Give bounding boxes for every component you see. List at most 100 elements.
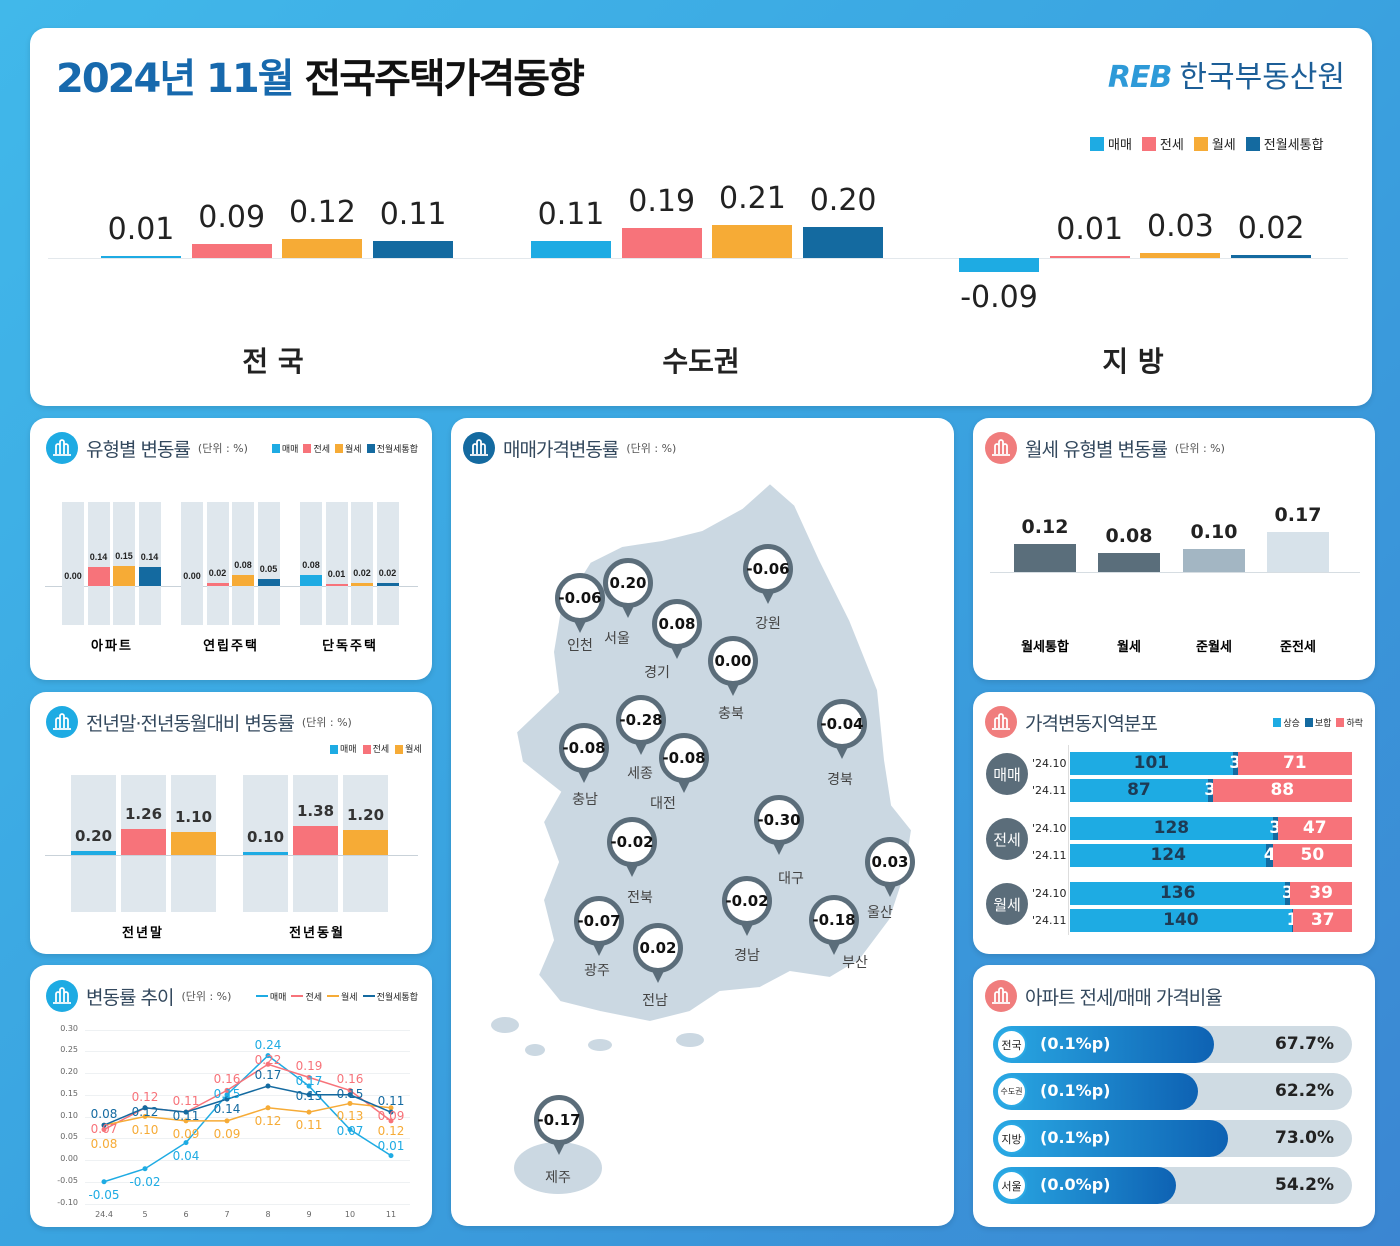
legend-line-marker	[291, 994, 304, 997]
bar-전세	[87, 567, 110, 586]
data-label: 0.24	[254, 1037, 282, 1052]
data-label: 0.12	[288, 195, 356, 231]
legend-swatch	[330, 745, 338, 754]
map-pin-대구[interactable]: -0.30	[754, 795, 804, 857]
legend-item: 보합	[1304, 716, 1331, 729]
data-label: 0.02	[353, 568, 371, 579]
segment-value: 3	[1204, 780, 1217, 800]
pin-value: -0.06	[555, 573, 605, 623]
legend-swatch	[1273, 717, 1282, 727]
legend-item: 전월세통합	[1245, 134, 1324, 153]
data-label: 0.00	[64, 571, 82, 581]
legend-label: 전세	[372, 745, 390, 755]
region-name: 인천	[567, 638, 593, 654]
bar	[1267, 532, 1329, 572]
ratio-change: (0.1%p)	[1040, 1034, 1111, 1053]
y-tick-label: 0.10	[60, 1110, 78, 1120]
category-label: 지 방	[1102, 345, 1164, 378]
legend-label: 매매	[269, 992, 287, 1003]
panel-header: 아파트 전세/매매 가격비율	[985, 980, 1360, 1012]
map-pin-세종[interactable]: -0.28	[616, 695, 666, 757]
region-name: 대구	[778, 871, 804, 887]
segment-보합	[1285, 882, 1291, 905]
panel-unit: (단위 : %)	[197, 442, 248, 455]
map-pin-대전[interactable]: -0.08	[659, 733, 709, 795]
bar-월세	[343, 829, 388, 855]
legend-label: 상승	[1283, 718, 1300, 729]
panel-header: 월세 유형별 변동률 (단위 : %)	[985, 432, 1360, 464]
column-background	[206, 502, 229, 625]
baseline	[45, 586, 418, 587]
pin-value: -0.18	[809, 895, 859, 945]
legend-label: 하락	[1346, 718, 1363, 729]
map-pin-충북[interactable]: 0.00	[708, 636, 758, 698]
map-pin-서울[interactable]: 0.20	[603, 558, 653, 620]
panel-title: 전년말·전년동월대비 변동률	[86, 712, 295, 735]
bar-전세	[206, 583, 229, 586]
chart-icon	[46, 706, 78, 738]
map-pin-전남[interactable]: 0.02	[633, 923, 683, 985]
region-name: 울산	[867, 905, 893, 921]
map-pin-광주[interactable]: -0.07	[574, 896, 624, 958]
column-background	[138, 502, 161, 625]
segment-value: 101	[1133, 753, 1170, 773]
bar-전월세통합	[257, 579, 280, 586]
region-badge: 지방	[996, 1123, 1027, 1154]
legend-label: 매매	[281, 444, 299, 455]
pin-value: 0.08	[652, 599, 702, 649]
data-label: 0.11	[377, 1094, 405, 1109]
map-pin-제주[interactable]: -0.17	[534, 1095, 584, 1157]
map-pin-강원[interactable]: -0.06	[743, 544, 793, 606]
category-label: 연립주택	[203, 639, 259, 654]
segment-보합	[1232, 752, 1238, 775]
map-pin-인천[interactable]: -0.06	[555, 573, 605, 635]
x-tick-label: 5	[142, 1210, 148, 1219]
bar	[1183, 548, 1245, 572]
map-pin-경남[interactable]: -0.02	[722, 876, 772, 938]
category-label: 수도권	[662, 345, 740, 378]
data-label: 0.11	[172, 1109, 200, 1124]
pin-value: -0.06	[743, 544, 793, 594]
map-pin-부산[interactable]: -0.18	[809, 895, 859, 957]
period-label: '24.10	[1032, 822, 1067, 835]
yearly-legend: 매매 전세 월세	[330, 742, 422, 755]
segment-하락	[1290, 882, 1352, 905]
column-background	[62, 502, 84, 625]
data-label: 0.14	[89, 552, 108, 563]
bar-월세	[1140, 253, 1221, 258]
map-pin-전북[interactable]: -0.02	[607, 817, 657, 879]
bar-월세	[113, 565, 135, 586]
data-label: 0.07	[90, 1122, 118, 1137]
bar	[1014, 543, 1076, 572]
column-background	[351, 502, 373, 625]
panel-legend: 매매 전세 월세 전월세통합	[271, 442, 418, 455]
region-name: 세종	[627, 766, 653, 782]
segment-value: 4	[1263, 845, 1276, 865]
panel-unit: (단위 : %)	[301, 716, 352, 729]
map-pin-경기[interactable]: 0.08	[652, 599, 702, 661]
data-label: 0.12	[377, 1124, 405, 1139]
data-label: 0.15	[115, 550, 133, 561]
legend-item: 전월세통합	[362, 990, 418, 1003]
legend-label: 매매	[1108, 138, 1132, 153]
island-shape	[676, 1033, 704, 1047]
logo-text: 한국부동산원	[1179, 60, 1345, 95]
period-label: '24.11	[1032, 849, 1067, 862]
legend-label: 월세	[1211, 138, 1236, 153]
period-label: '24.11	[1032, 914, 1067, 927]
gridline	[85, 1029, 410, 1031]
legend-label: 전월세통합	[376, 992, 418, 1003]
chart-icon	[463, 432, 495, 464]
pin-value: -0.28	[616, 695, 666, 745]
map-pin-충남[interactable]: -0.08	[559, 723, 609, 785]
category-label: 전 국	[242, 345, 304, 378]
map-pin-경북[interactable]: -0.04	[817, 699, 867, 761]
map-pin-울산[interactable]: 0.03	[865, 837, 915, 899]
island-shape	[491, 1017, 519, 1033]
pin-value: 0.02	[633, 923, 683, 973]
data-label: 0.15	[336, 1087, 364, 1102]
region-badge: 서울	[996, 1170, 1027, 1201]
group-badge: 전세	[986, 818, 1028, 860]
region-name: 충북	[718, 706, 744, 722]
bar-매매	[959, 258, 1039, 273]
